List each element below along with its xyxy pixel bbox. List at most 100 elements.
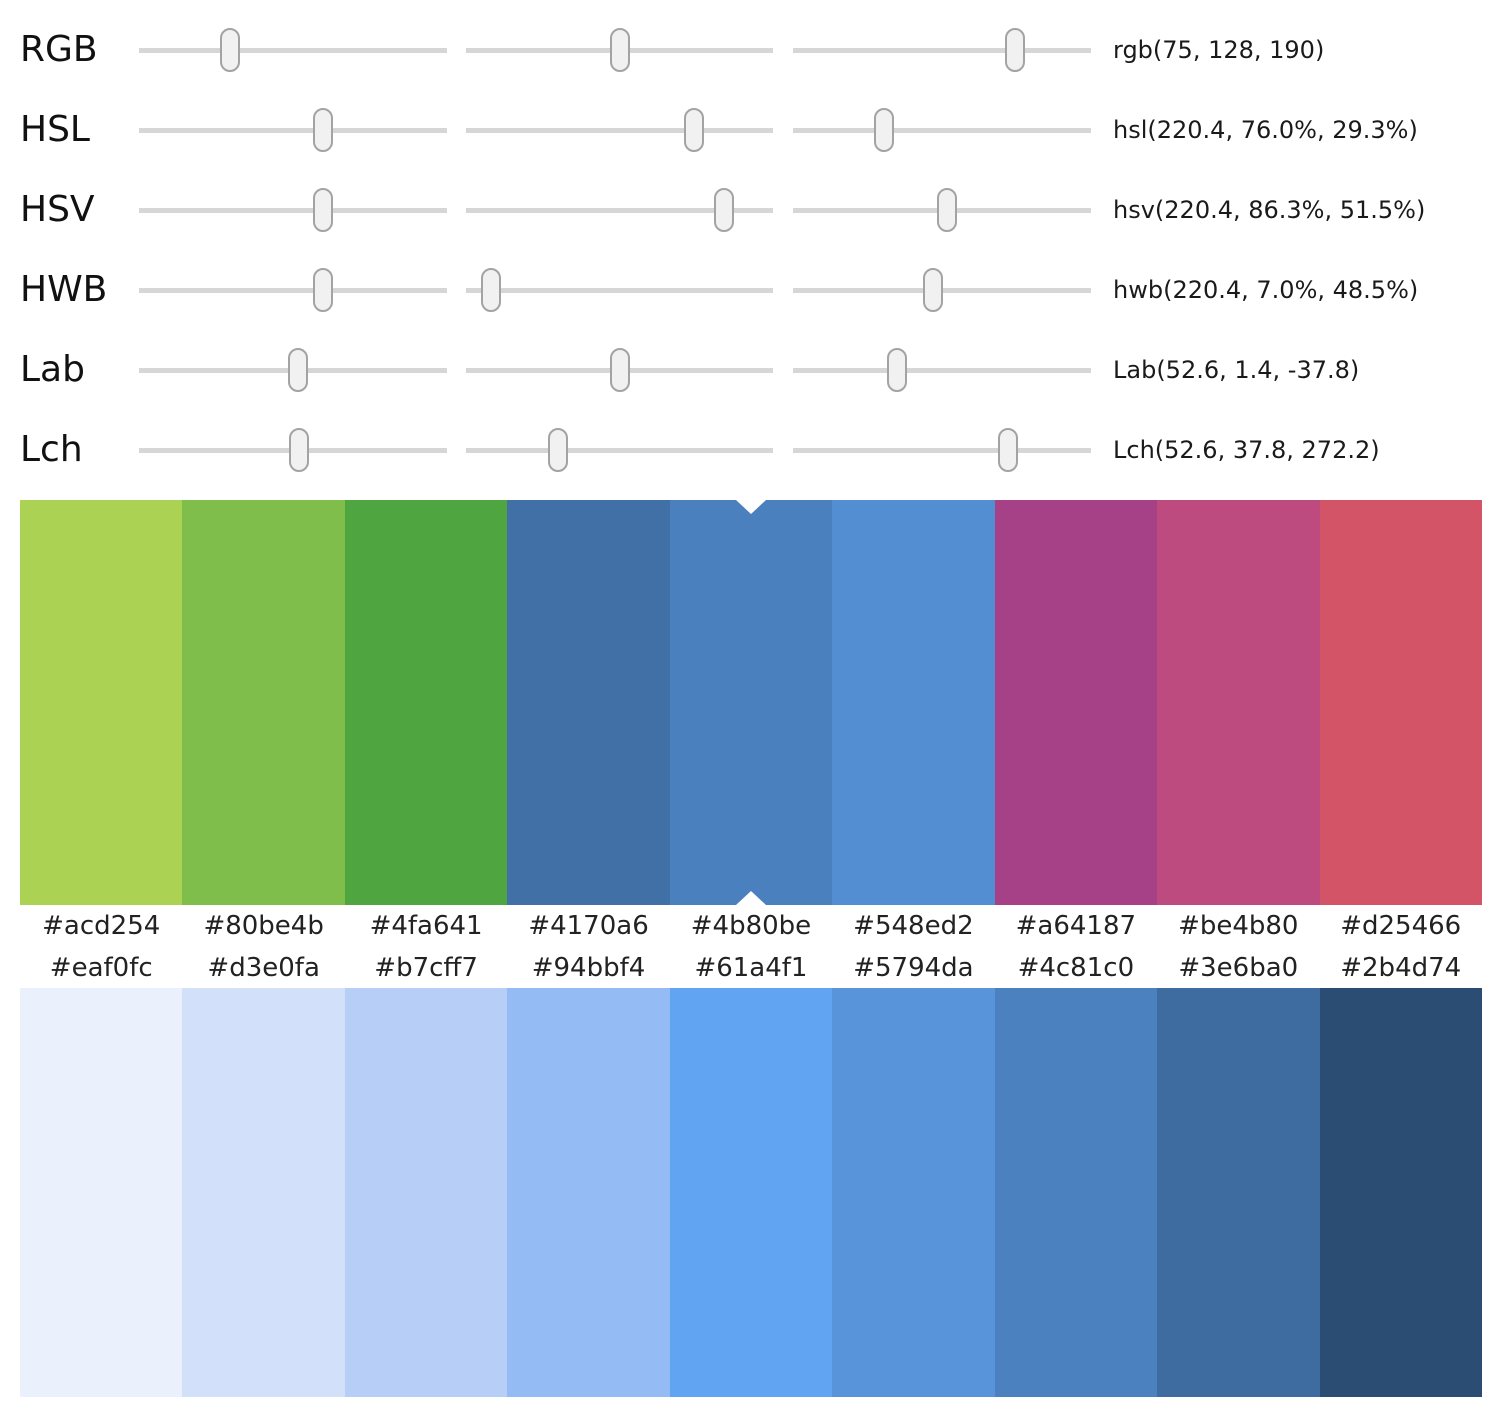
hex-code-label: #548ed2 xyxy=(853,911,974,941)
hex-code-label: #a64187 xyxy=(1015,911,1137,941)
slider-thumb[interactable] xyxy=(610,28,631,72)
slider-value-readout: Lch(52.6, 37.8, 272.2) xyxy=(1113,436,1380,464)
slider-row-label: Lch xyxy=(20,429,83,470)
color-swatch[interactable] xyxy=(1319,500,1482,905)
slider-track-line[interactable] xyxy=(466,127,773,133)
color-swatch[interactable] xyxy=(344,500,508,905)
slider-track-line[interactable] xyxy=(139,287,447,293)
slider-row: Lab Lab(52.6, 1.4, -37.8) xyxy=(0,330,1501,410)
hex-code-label: #94bbf4 xyxy=(531,952,646,983)
hex-code-label: #d3e0fa xyxy=(207,952,320,983)
slider-track-1[interactable] xyxy=(139,330,447,410)
slider-thumb[interactable] xyxy=(312,188,333,232)
color-swatch[interactable] xyxy=(507,988,670,1397)
slider-track-line[interactable] xyxy=(139,47,447,53)
slider-track-line[interactable] xyxy=(466,447,773,453)
slider-track-3[interactable] xyxy=(793,330,1091,410)
color-sliders-panel: RGB rgb(75, 128, 190) HSL hsl(220.4, xyxy=(0,0,1501,490)
hex-code-label: #acd254 xyxy=(42,911,161,941)
color-swatch[interactable] xyxy=(832,500,995,905)
slider-thumb[interactable] xyxy=(937,188,958,232)
color-swatch[interactable] xyxy=(994,988,1158,1397)
color-swatch[interactable] xyxy=(1157,500,1320,905)
color-swatch[interactable] xyxy=(20,500,183,905)
bottom-palette-hex-labels: #eaf0fc #d3e0fa #b7cff7 #94bbf4 #61a4f1 #5794… xyxy=(20,947,1482,988)
slider-row-label: HSL xyxy=(20,109,90,150)
slider-row: RGB rgb(75, 128, 190) xyxy=(0,10,1501,90)
slider-row-label: RGB xyxy=(20,29,98,70)
slider-thumb[interactable] xyxy=(713,188,734,232)
bottom-color-palette xyxy=(20,988,1482,1397)
slider-track-line[interactable] xyxy=(793,447,1091,453)
slider-thumb[interactable] xyxy=(1005,28,1025,72)
slider-row: HSL hsl(220.4, 76.0%, 29.3%) xyxy=(0,90,1501,170)
slider-track-line[interactable] xyxy=(466,287,773,293)
slider-track-1[interactable] xyxy=(139,250,447,330)
slider-track-2[interactable] xyxy=(466,410,773,490)
color-swatch[interactable] xyxy=(182,988,345,1397)
slider-track-3[interactable] xyxy=(793,90,1091,170)
slider-thumb[interactable] xyxy=(997,428,1018,472)
slider-track-line[interactable] xyxy=(139,127,447,133)
color-swatch[interactable] xyxy=(20,988,183,1397)
slider-value-readout: hsl(220.4, 76.0%, 29.3%) xyxy=(1113,116,1418,144)
slider-thumb[interactable] xyxy=(287,348,308,392)
color-swatch[interactable] xyxy=(507,500,670,905)
slider-track-2[interactable] xyxy=(466,90,773,170)
color-swatch[interactable] xyxy=(669,988,833,1397)
slider-track-3[interactable] xyxy=(793,410,1091,490)
slider-thumb[interactable] xyxy=(548,428,569,472)
slider-row: HSV hsv(220.4, 86.3%, 51.5%) xyxy=(0,170,1501,250)
slider-value-readout: Lab(52.6, 1.4, -37.8) xyxy=(1113,356,1360,384)
slider-track-1[interactable] xyxy=(139,10,447,90)
slider-track-3[interactable] xyxy=(793,250,1091,330)
hex-code-label: #80be4b xyxy=(203,911,324,941)
color-swatch[interactable] xyxy=(1319,988,1482,1397)
slider-track-line[interactable] xyxy=(793,47,1091,53)
slider-thumb[interactable] xyxy=(312,268,333,312)
selected-swatch-notch-top xyxy=(735,500,766,514)
slider-thumb[interactable] xyxy=(887,348,907,392)
slider-thumb[interactable] xyxy=(480,268,501,312)
color-swatch[interactable] xyxy=(344,988,508,1397)
hex-code-label: #4fa641 xyxy=(369,911,483,941)
hex-code-label: #4c81c0 xyxy=(1017,952,1135,983)
hex-code-label: #5794da xyxy=(853,952,974,983)
color-swatch[interactable] xyxy=(182,500,345,905)
slider-track-3[interactable] xyxy=(793,10,1091,90)
slider-value-readout: rgb(75, 128, 190) xyxy=(1113,36,1325,64)
hex-code-label: #4170a6 xyxy=(528,911,649,941)
hex-code-label: #eaf0fc xyxy=(49,952,153,983)
slider-track-line[interactable] xyxy=(466,207,773,213)
slider-thumb[interactable] xyxy=(874,108,895,152)
color-swatch-selected[interactable] xyxy=(669,500,833,905)
slider-track-2[interactable] xyxy=(466,250,773,330)
slider-track-2[interactable] xyxy=(466,10,773,90)
color-swatch[interactable] xyxy=(832,988,995,1397)
hex-code-label: #d25466 xyxy=(1340,911,1462,941)
slider-thumb[interactable] xyxy=(610,348,631,392)
slider-track-1[interactable] xyxy=(139,410,447,490)
slider-row-label: HSV xyxy=(20,189,95,230)
color-swatch[interactable] xyxy=(1157,988,1320,1397)
slider-row: Lch Lch(52.6, 37.8, 272.2) xyxy=(0,410,1501,490)
slider-thumb[interactable] xyxy=(289,428,310,472)
slider-track-3[interactable] xyxy=(793,170,1091,250)
slider-track-line[interactable] xyxy=(139,207,447,213)
hex-code-label: #b7cff7 xyxy=(374,952,478,983)
slider-thumb[interactable] xyxy=(684,108,705,152)
top-color-palette xyxy=(20,500,1482,905)
slider-value-readout: hsv(220.4, 86.3%, 51.5%) xyxy=(1113,196,1426,224)
top-palette-hex-labels: #acd254 #80be4b #4fa641 #4170a6 #4b80be #548e… xyxy=(20,905,1482,947)
slider-track-line[interactable] xyxy=(793,367,1091,373)
selected-swatch-notch-bottom xyxy=(735,891,766,905)
slider-thumb[interactable] xyxy=(219,28,240,72)
slider-track-2[interactable] xyxy=(466,330,773,410)
slider-thumb[interactable] xyxy=(312,108,333,152)
slider-thumb[interactable] xyxy=(922,268,943,312)
slider-track-1[interactable] xyxy=(139,90,447,170)
color-swatch[interactable] xyxy=(994,500,1158,905)
slider-track-1[interactable] xyxy=(139,170,447,250)
slider-track-line[interactable] xyxy=(793,127,1091,133)
slider-track-2[interactable] xyxy=(466,170,773,250)
